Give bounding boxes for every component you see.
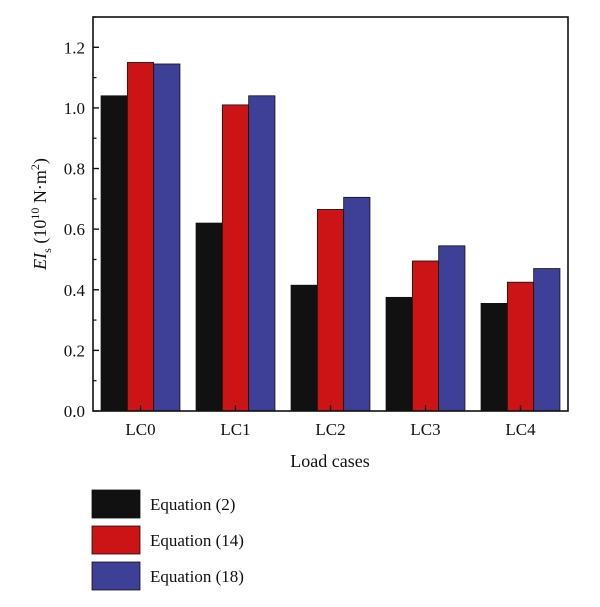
x-tick-label-lc1: LC1 (220, 420, 250, 439)
y-tick-label: 1.0 (64, 99, 85, 118)
legend-label-series-3: Equation (18) (150, 567, 244, 586)
y-axis-title-unit-mid: N·m (30, 170, 50, 208)
y-axis-title-unit-exponent-2: 2 (28, 164, 42, 170)
x-tick-label-lc2: LC2 (315, 420, 345, 439)
bar-lc3-series-2 (411, 260, 440, 412)
x-axis-ticks: LC0 LC1 LC2 LC3 LC4 (125, 405, 536, 439)
y-tick-label: 0.0 (64, 402, 85, 421)
bar-lc3-series-3 (438, 245, 466, 412)
bars-group (100, 62, 561, 412)
y-axis-title-unit-exponent: 10 (28, 208, 42, 220)
y-tick-label: 0.4 (64, 281, 86, 300)
y-tick-label: 0.8 (64, 160, 85, 179)
y-axis-title-unit-close: ) (30, 158, 51, 164)
bar-lc1-series-1 (195, 222, 223, 412)
y-axis-title-unit-open: (10 (30, 220, 51, 249)
bar-lc0-series-1 (100, 95, 128, 412)
bar-lc4-series-3 (533, 268, 561, 412)
legend-swatch-series-3 (91, 561, 141, 591)
y-tick-label: 0.6 (64, 220, 85, 239)
bar-lc4-series-2 (506, 281, 535, 412)
x-tick-label-lc4: LC4 (505, 420, 536, 439)
legend-swatch-series-2 (91, 525, 141, 555)
y-tick-label: 0.2 (64, 341, 85, 360)
x-tick-label-lc0: LC0 (125, 420, 155, 439)
bar-lc1-series-3 (248, 95, 276, 412)
legend-label-series-2: Equation (14) (150, 531, 244, 550)
legend-label-series-1: Equation (2) (150, 495, 235, 514)
bar-lc1-series-2 (221, 104, 250, 412)
bar-lc3-series-1 (385, 296, 413, 412)
bar-lc4-series-1 (480, 303, 508, 412)
bar-lc2-series-3 (343, 196, 371, 412)
x-tick-label-lc3: LC3 (410, 420, 440, 439)
legend: Equation (2) Equation (14) Equation (18) (91, 489, 244, 591)
bar-lc0-series-2 (126, 62, 155, 412)
y-axis-title-subscript: s (40, 248, 54, 253)
bar-lc0-series-3 (153, 63, 181, 412)
y-tick-label: 1.2 (64, 38, 85, 57)
y-axis-ticks: 0.0 0.2 0.4 0.6 0.8 1.0 1.2 (64, 16, 99, 421)
legend-swatch-series-1 (91, 489, 141, 519)
y-axis-title-main: EI (30, 252, 50, 271)
x-axis-title: Load cases (290, 451, 369, 471)
bar-lc2-series-1 (290, 284, 318, 412)
bar-lc2-series-2 (316, 209, 345, 412)
y-axis-title: EIs (1010 N·m2) (28, 158, 54, 271)
